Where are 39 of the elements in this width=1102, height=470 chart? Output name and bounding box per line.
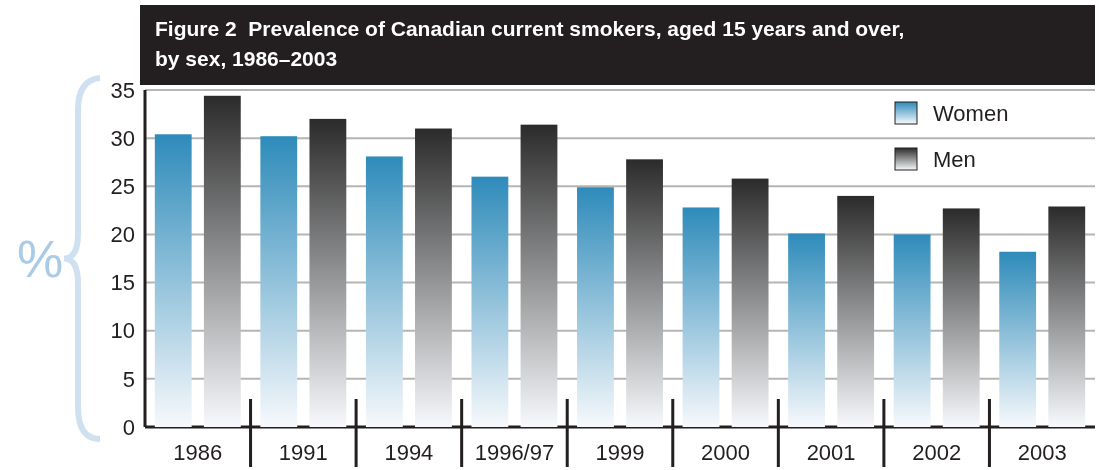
bar <box>942 208 980 427</box>
bar <box>893 234 931 427</box>
y-tick-label: 15 <box>110 270 135 296</box>
bar <box>837 195 875 427</box>
legend-label: Women <box>933 100 1009 126</box>
x-tick-label: 2003 <box>1017 440 1067 465</box>
x-tick-label: 1996/97 <box>474 440 555 465</box>
bar <box>626 159 663 427</box>
y-tick-label: 30 <box>110 125 135 151</box>
x-tick-label: 1991 <box>278 440 328 465</box>
bar <box>260 136 298 427</box>
bar <box>788 233 825 427</box>
y-tick-label: 35 <box>110 77 135 103</box>
x-tick-label: 2001 <box>806 440 856 465</box>
bar <box>520 124 558 427</box>
bar <box>309 118 347 427</box>
bar <box>731 178 769 427</box>
bar <box>365 156 403 427</box>
bar <box>415 128 452 427</box>
bar <box>154 134 192 427</box>
y-tick-label: 20 <box>110 222 135 248</box>
chart-title: Figure 2 Prevalence of Canadian current smokers, aged 15 years and over, by sex, 1986–2003 <box>155 17 905 70</box>
y-tick-label: 5 <box>122 366 135 392</box>
x-tick-label: 2002 <box>912 440 962 465</box>
x-tick-label: 1994 <box>384 440 434 465</box>
bar <box>577 187 614 427</box>
y-tick-label: 10 <box>110 318 135 344</box>
x-tick-label: 2000 <box>701 440 751 465</box>
y-tick-label: 25 <box>110 173 135 199</box>
x-tick-label: 1986 <box>173 440 223 465</box>
y-tick-label: 0 <box>122 414 135 440</box>
x-tick-label: 1999 <box>595 440 645 465</box>
bar <box>471 176 509 427</box>
bar <box>1048 206 1086 427</box>
bar <box>999 251 1037 427</box>
bar <box>203 95 241 427</box>
legend-label: Men <box>933 146 976 172</box>
bar <box>682 207 720 427</box>
y-axis-title: % <box>16 229 64 288</box>
